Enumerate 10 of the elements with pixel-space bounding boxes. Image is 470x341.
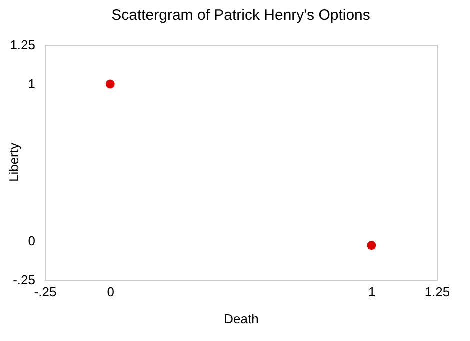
x-tick-label: 1.25 <box>424 284 450 300</box>
y-tick-label: 1.25 <box>10 38 36 52</box>
x-axis-title: Death <box>224 312 259 326</box>
y-tick-label: -.25 <box>13 272 36 288</box>
x-tick-label: 1 <box>368 284 376 300</box>
chart-title: Scattergram of Patrick Henry's Options <box>112 7 370 24</box>
x-tick-label: 0 <box>107 284 114 300</box>
y-axis-title: Liberty <box>6 142 22 182</box>
y-tick-label: 1 <box>28 76 36 92</box>
y-tick-label: 0 <box>28 233 36 248</box>
